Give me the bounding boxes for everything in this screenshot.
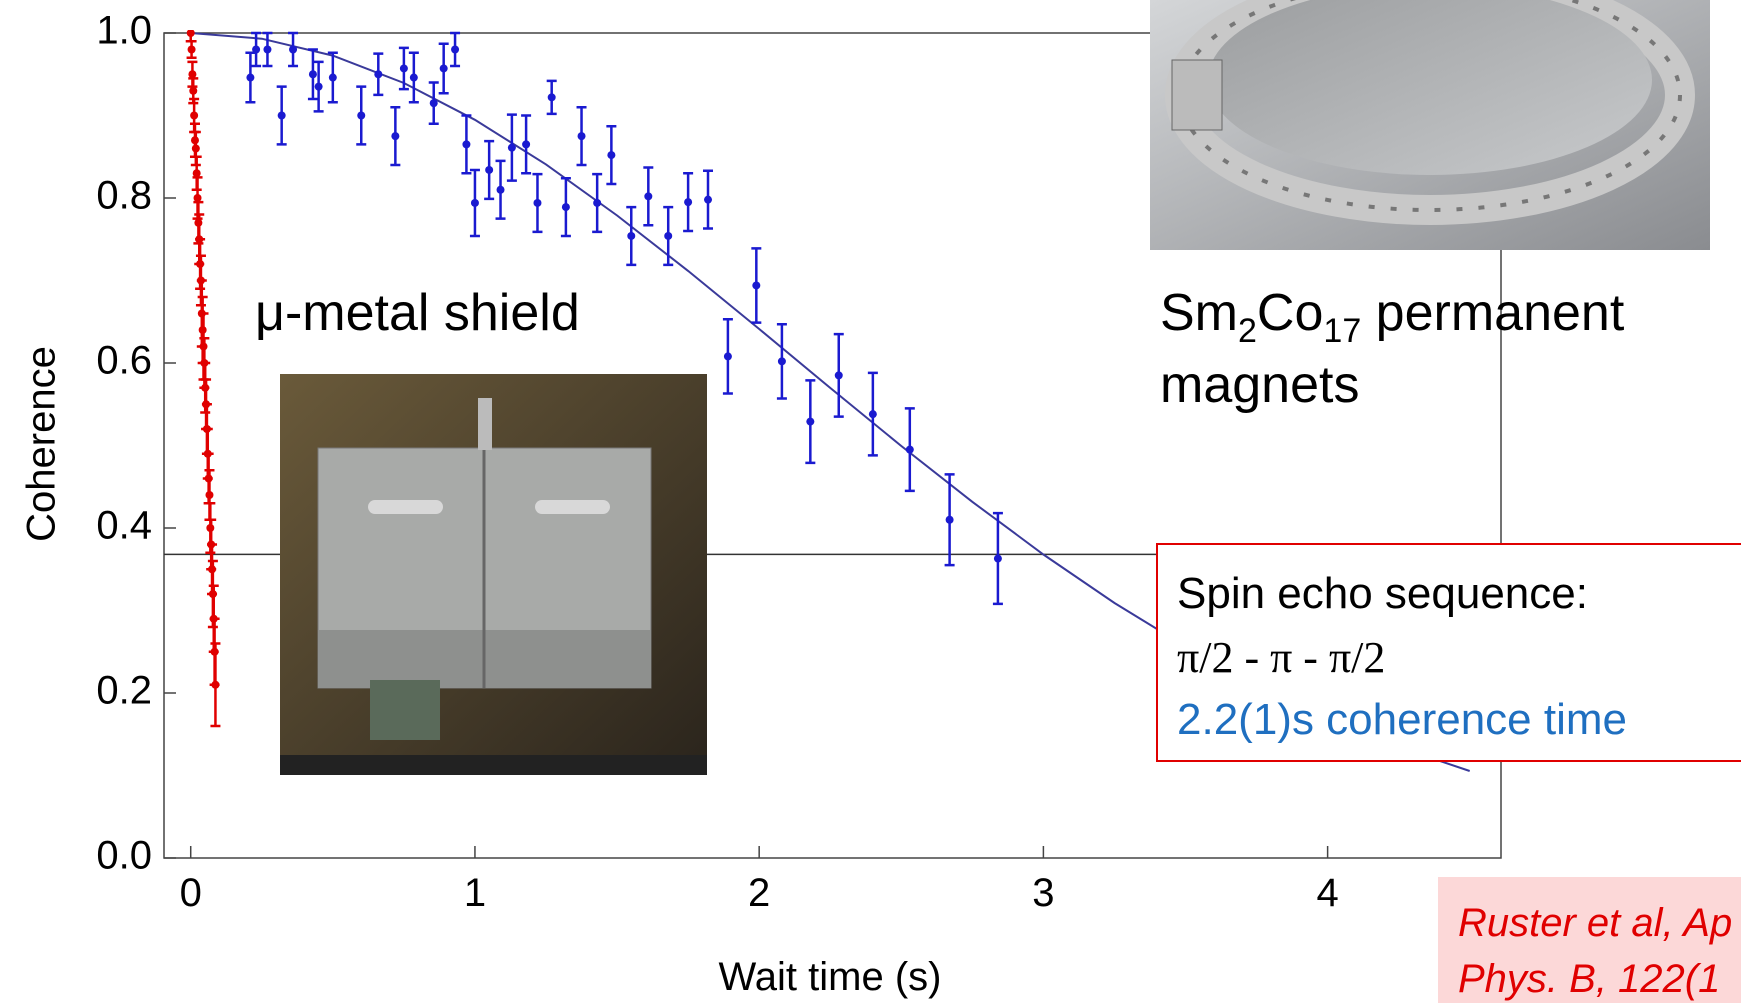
data-point bbox=[522, 140, 531, 149]
y-tick-label: 0.2 bbox=[96, 669, 152, 713]
data-point bbox=[684, 198, 693, 207]
data-point bbox=[252, 45, 261, 54]
x-tick-label: 3 bbox=[1032, 871, 1054, 915]
data-point bbox=[451, 45, 460, 54]
data-point bbox=[470, 198, 479, 207]
y-tick-label: 0.8 bbox=[96, 174, 152, 218]
y-tick-label: 0.6 bbox=[96, 339, 152, 383]
magnets-text: Sm bbox=[1160, 284, 1238, 342]
magnets-label: magnets bbox=[1160, 356, 1359, 414]
data-point bbox=[547, 93, 556, 102]
data-point bbox=[289, 45, 298, 54]
data-point bbox=[593, 198, 602, 207]
data-point bbox=[561, 203, 570, 212]
data-point bbox=[211, 680, 220, 689]
data-point bbox=[462, 140, 471, 149]
y-tick-label: 0.4 bbox=[96, 504, 152, 548]
data-point bbox=[374, 70, 383, 79]
data-point bbox=[409, 73, 418, 82]
x-tick-label: 1 bbox=[464, 871, 486, 915]
data-point bbox=[277, 111, 286, 120]
box-text: Spin echo sequence: bbox=[1177, 569, 1588, 618]
data-point bbox=[328, 73, 337, 82]
data-point bbox=[439, 64, 448, 73]
data-point bbox=[496, 185, 505, 194]
data-point bbox=[533, 198, 542, 207]
plot-frame bbox=[163, 32, 1502, 859]
magnets-label: Sm2Co17 permanent bbox=[1160, 284, 1625, 350]
data-point bbox=[945, 515, 954, 524]
data-point bbox=[391, 132, 400, 141]
data-point bbox=[627, 231, 636, 240]
data-point bbox=[192, 169, 201, 178]
data-point bbox=[186, 30, 195, 37]
citation: Phys. B, 122(1 bbox=[1458, 957, 1720, 1001]
data-point bbox=[205, 491, 214, 499]
x-tick-label: 0 bbox=[180, 871, 202, 915]
data-point bbox=[429, 99, 438, 108]
y-tick-label: 1.0 bbox=[96, 9, 152, 53]
citation: Ruster et al, Ap bbox=[1458, 901, 1732, 945]
data-point bbox=[357, 111, 366, 120]
data-point bbox=[485, 165, 494, 174]
data-point bbox=[263, 45, 272, 54]
data-point bbox=[191, 144, 200, 153]
data-point bbox=[399, 64, 408, 73]
data-point bbox=[723, 352, 732, 361]
data-point bbox=[188, 70, 197, 79]
data-point bbox=[607, 151, 616, 160]
data-point bbox=[246, 73, 255, 82]
data-point bbox=[187, 45, 196, 54]
data-point bbox=[664, 231, 673, 240]
data-point bbox=[644, 192, 653, 201]
data-point bbox=[193, 194, 202, 202]
data-point bbox=[868, 410, 877, 419]
x-axis-label: Wait time (s) bbox=[719, 955, 942, 999]
data-point bbox=[507, 143, 516, 152]
data-point bbox=[189, 86, 198, 95]
box-text: π/2 - π - π/2 bbox=[1177, 633, 1385, 682]
data-point bbox=[314, 82, 323, 91]
x-tick-label: 2 bbox=[748, 871, 770, 915]
y-tick-label: 0.0 bbox=[96, 834, 152, 878]
data-point bbox=[577, 132, 586, 141]
magnets-text: Co bbox=[1257, 284, 1323, 342]
data-point bbox=[834, 371, 843, 380]
magnets-text: permanent bbox=[1361, 284, 1625, 342]
annotation-box bbox=[1156, 543, 1741, 762]
y-axis-label: Coherence bbox=[20, 346, 64, 542]
data-point bbox=[704, 195, 713, 204]
data-point bbox=[905, 445, 914, 454]
magnets-subscript: 2 bbox=[1238, 312, 1257, 350]
x-tick-label: 4 bbox=[1316, 871, 1338, 915]
magnet-photo bbox=[1150, 0, 1710, 250]
data-point bbox=[993, 554, 1002, 563]
data-point bbox=[190, 111, 199, 120]
shield-label: μ-metal shield bbox=[255, 284, 580, 342]
box-text: 2.2(1)s coherence time bbox=[1177, 695, 1627, 744]
data-point bbox=[752, 281, 761, 290]
shield-photo bbox=[280, 374, 707, 775]
magnets-subscript: 17 bbox=[1323, 312, 1361, 350]
data-layer bbox=[185, 30, 1471, 772]
data-point bbox=[308, 70, 317, 79]
data-point bbox=[777, 357, 786, 366]
data-point bbox=[806, 417, 815, 426]
citation-box bbox=[1438, 877, 1741, 1003]
